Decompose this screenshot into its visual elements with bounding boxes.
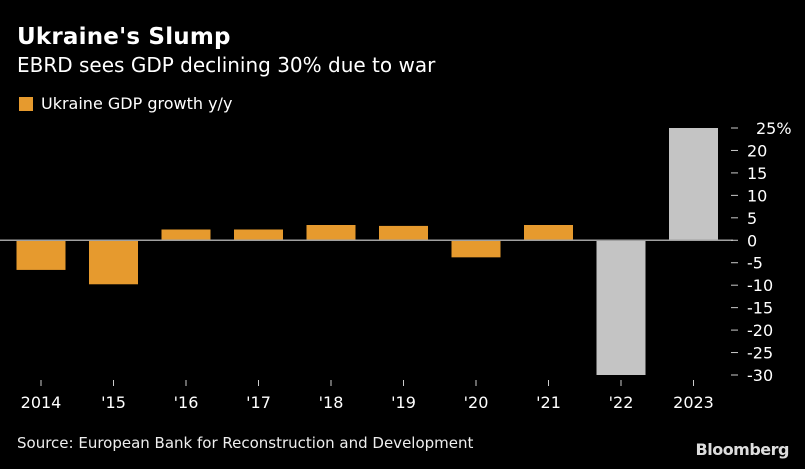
bar-18 (306, 225, 356, 241)
y-tick-label: -20 (747, 321, 773, 340)
y-tick-label: 15 (747, 164, 767, 183)
bloomberg-logo: Bloomberg (695, 440, 790, 459)
y-tick-label: -15 (747, 299, 773, 318)
bar-17 (234, 229, 283, 241)
chart-subtitle: EBRD sees GDP declining 30% due to war (17, 53, 436, 77)
bar-19 (379, 225, 428, 241)
x-tick-label: '18 (319, 393, 344, 412)
y-tick-label: 25% (756, 119, 792, 138)
x-tick-label: '22 (609, 393, 634, 412)
legend-swatch (19, 96, 33, 111)
bar-2023 (669, 128, 718, 241)
x-tick-label: '15 (101, 393, 126, 412)
bar-2014 (16, 240, 66, 270)
bar-21 (524, 225, 573, 241)
y-tick-label: 10 (747, 186, 767, 205)
bar-22 (596, 240, 646, 375)
y-tick-label: 0 (747, 231, 757, 250)
bar-16 (161, 229, 211, 241)
source-note: Source: European Bank for Reconstruction… (17, 434, 474, 452)
y-tick-label: -25 (747, 344, 773, 363)
y-tick-label: -30 (747, 366, 773, 385)
x-tick-label: 2023 (673, 393, 714, 412)
x-tick-label: '21 (536, 393, 561, 412)
x-tick-label: '19 (391, 393, 416, 412)
bar-15 (89, 240, 138, 285)
x-tick-label: '16 (174, 393, 199, 412)
chart-title: Ukraine's Slump (17, 24, 231, 50)
y-tick-label: -10 (747, 276, 773, 295)
x-tick-label: 2014 (21, 393, 62, 412)
y-tick-label: 5 (747, 209, 757, 228)
y-tick-label: -5 (747, 254, 763, 273)
x-tick-label: '20 (464, 393, 489, 412)
legend-label: Ukraine GDP growth y/y (41, 94, 233, 113)
bar-20 (451, 240, 501, 258)
y-tick-label: 20 (747, 141, 767, 160)
x-tick-label: '17 (246, 393, 271, 412)
legend: Ukraine GDP growth y/y (19, 94, 232, 113)
